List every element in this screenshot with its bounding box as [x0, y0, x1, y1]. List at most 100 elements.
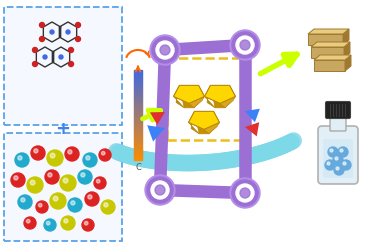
Bar	[134, 110, 142, 111]
Circle shape	[343, 162, 346, 165]
Bar	[134, 95, 142, 96]
FancyBboxPatch shape	[326, 101, 350, 119]
Bar	[134, 113, 142, 114]
Circle shape	[151, 181, 169, 199]
Bar	[134, 105, 142, 106]
Circle shape	[50, 193, 66, 209]
Circle shape	[43, 55, 47, 59]
Bar	[134, 92, 142, 93]
Bar	[134, 96, 142, 97]
Bar	[134, 135, 142, 136]
Circle shape	[15, 153, 29, 167]
Polygon shape	[188, 111, 219, 129]
Bar	[134, 98, 142, 99]
Bar	[134, 83, 142, 84]
Circle shape	[330, 149, 333, 152]
Bar	[134, 73, 142, 74]
Circle shape	[76, 37, 81, 41]
Polygon shape	[204, 122, 219, 134]
Polygon shape	[189, 97, 204, 108]
Bar	[134, 117, 142, 118]
Circle shape	[68, 198, 82, 212]
Circle shape	[53, 196, 58, 201]
Circle shape	[78, 170, 92, 184]
Circle shape	[40, 37, 44, 41]
Circle shape	[68, 48, 73, 52]
Polygon shape	[150, 112, 165, 125]
Bar	[134, 147, 142, 148]
Bar	[134, 93, 142, 94]
FancyBboxPatch shape	[4, 133, 122, 241]
Circle shape	[150, 35, 180, 65]
Bar	[134, 151, 142, 152]
Bar	[134, 97, 142, 98]
Bar	[134, 126, 142, 127]
Circle shape	[33, 48, 38, 52]
Circle shape	[18, 195, 32, 209]
Bar	[134, 88, 142, 89]
Circle shape	[160, 45, 170, 55]
Bar	[134, 75, 142, 76]
Bar	[134, 108, 142, 109]
Circle shape	[36, 201, 48, 213]
Circle shape	[46, 221, 50, 225]
Circle shape	[230, 178, 260, 208]
Bar	[134, 84, 142, 85]
Bar	[134, 118, 142, 119]
Circle shape	[327, 162, 330, 165]
Polygon shape	[211, 86, 235, 108]
Circle shape	[50, 30, 54, 34]
Circle shape	[101, 151, 105, 155]
FancyBboxPatch shape	[318, 126, 358, 184]
Circle shape	[30, 180, 35, 185]
Bar	[134, 140, 142, 141]
Circle shape	[101, 200, 115, 214]
Circle shape	[44, 219, 56, 231]
Bar	[134, 129, 142, 130]
Circle shape	[81, 173, 85, 177]
Bar	[134, 146, 142, 147]
Circle shape	[86, 156, 90, 160]
Circle shape	[333, 155, 343, 165]
Circle shape	[63, 178, 68, 183]
Circle shape	[33, 61, 38, 66]
Circle shape	[236, 36, 254, 54]
Bar	[134, 150, 142, 151]
Circle shape	[338, 147, 348, 157]
Circle shape	[38, 203, 42, 207]
Bar	[134, 112, 142, 113]
Circle shape	[94, 177, 106, 189]
Bar	[134, 77, 142, 78]
Circle shape	[152, 37, 178, 63]
Bar	[134, 148, 142, 149]
Bar	[134, 78, 142, 79]
Polygon shape	[195, 111, 219, 134]
Circle shape	[99, 149, 111, 161]
Bar	[134, 125, 142, 126]
Circle shape	[83, 153, 97, 167]
Bar	[134, 85, 142, 86]
Bar	[134, 153, 142, 154]
Bar	[134, 115, 142, 116]
Bar	[134, 107, 142, 108]
Bar	[134, 100, 142, 101]
Bar	[134, 157, 142, 158]
Circle shape	[325, 160, 335, 170]
Bar	[134, 111, 142, 112]
Circle shape	[40, 23, 44, 27]
Circle shape	[11, 173, 25, 187]
Circle shape	[65, 147, 79, 161]
Circle shape	[232, 180, 258, 206]
Bar	[134, 70, 142, 71]
Bar	[134, 82, 142, 83]
Bar	[134, 144, 142, 145]
Circle shape	[68, 61, 73, 66]
Circle shape	[156, 41, 174, 59]
Bar	[134, 94, 142, 95]
Polygon shape	[311, 42, 350, 47]
Bar	[134, 86, 142, 87]
Circle shape	[147, 177, 173, 203]
Circle shape	[14, 176, 18, 180]
Circle shape	[76, 23, 81, 27]
Text: C: C	[135, 163, 141, 172]
